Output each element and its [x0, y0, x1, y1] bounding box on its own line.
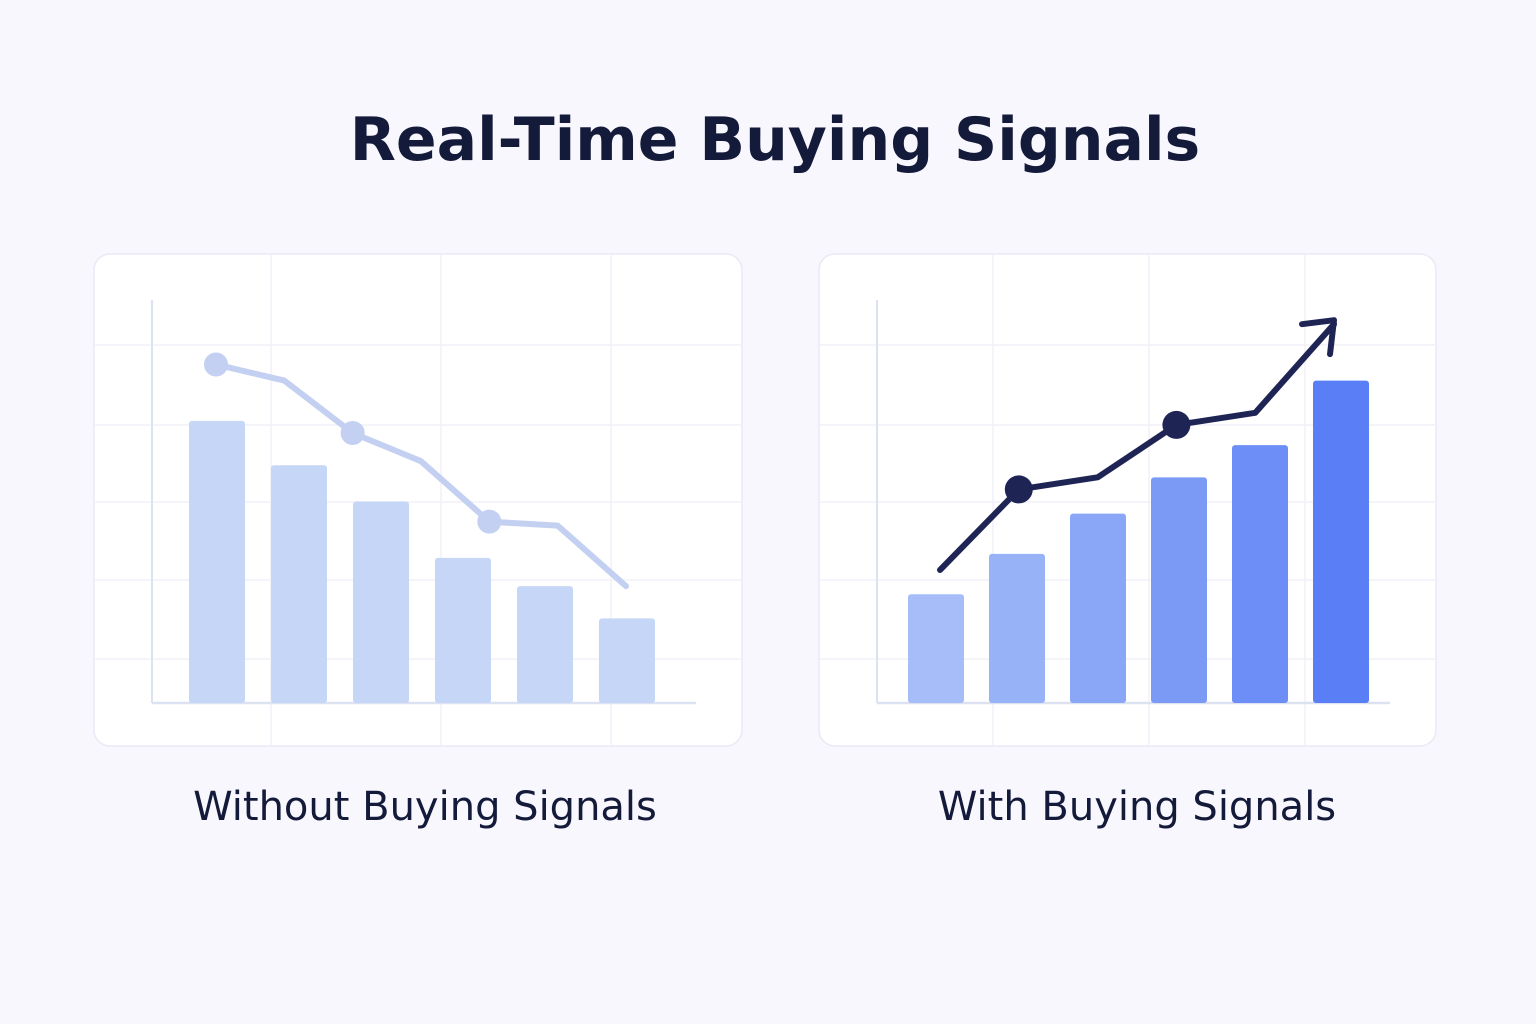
bar	[1070, 513, 1126, 703]
arrow-head	[1299, 317, 1337, 358]
line-marker	[1162, 410, 1191, 439]
line-marker	[340, 420, 365, 445]
bar	[435, 557, 491, 703]
page-title: Real-Time Buying Signals	[350, 105, 1201, 175]
chart-caption: With Buying Signals	[938, 784, 1336, 830]
bar	[189, 420, 245, 703]
bar	[1232, 445, 1288, 703]
bar	[517, 586, 573, 703]
line-marker	[1004, 475, 1033, 504]
bar	[599, 618, 655, 703]
line-marker	[204, 352, 228, 377]
bar	[1313, 380, 1369, 703]
bar	[271, 465, 327, 703]
trend-line	[213, 361, 629, 590]
trend-line	[937, 321, 1337, 574]
chart-caption: Without Buying Signals	[193, 784, 657, 830]
bar	[989, 553, 1045, 703]
line-marker	[477, 509, 502, 534]
bar	[353, 501, 409, 703]
card	[93, 253, 743, 747]
bar	[1151, 477, 1207, 703]
bar	[908, 594, 964, 703]
